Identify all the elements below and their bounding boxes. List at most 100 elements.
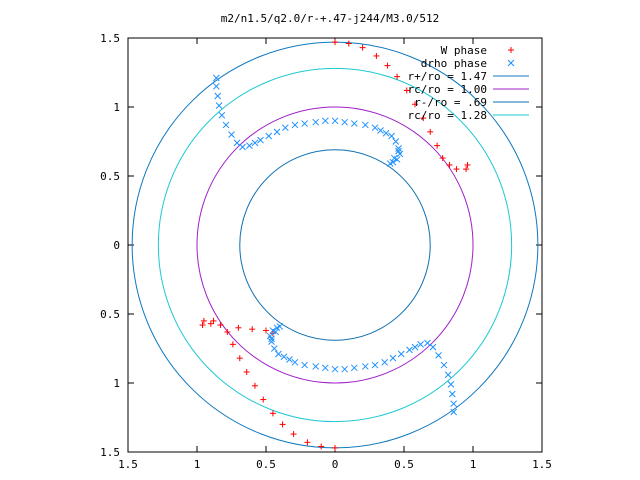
drho-phase-point bbox=[218, 111, 226, 119]
w-phase-point bbox=[235, 324, 242, 331]
w-phase-point bbox=[446, 161, 453, 168]
drho-phase-point bbox=[381, 358, 389, 366]
x-tick-label: 0.5 bbox=[256, 458, 276, 471]
x-tick-label: 1 bbox=[470, 458, 477, 471]
drho-phase-point bbox=[257, 136, 264, 144]
drho-phase-point bbox=[411, 343, 419, 351]
drho-phase-point bbox=[350, 364, 358, 372]
w-phase-point bbox=[359, 44, 366, 51]
drho-phase-point bbox=[350, 120, 358, 127]
drho-phase-point bbox=[270, 345, 278, 352]
drho-phase-point bbox=[435, 352, 442, 359]
drho-phase-point bbox=[251, 139, 259, 147]
drho-phase-point bbox=[371, 361, 379, 369]
drho-phase-point bbox=[341, 365, 349, 373]
circle-r-ro-69 bbox=[239, 149, 431, 341]
drho-phase-point bbox=[444, 371, 452, 379]
y-tick-label: 0.5 bbox=[100, 170, 120, 183]
drho-phase-point bbox=[281, 124, 289, 132]
w-phase-point bbox=[304, 439, 311, 446]
legend-label: drho phase bbox=[421, 57, 487, 70]
w-phase-point bbox=[249, 326, 256, 333]
drho-phase-point bbox=[239, 143, 246, 151]
w-phase-point bbox=[427, 128, 434, 135]
drho-phase-point bbox=[331, 117, 339, 125]
drho-phase-point bbox=[417, 341, 424, 348]
drho-phase-point bbox=[280, 353, 288, 361]
w-phase-point bbox=[236, 355, 243, 362]
drho-phase-point bbox=[450, 400, 458, 408]
drho-phase-point bbox=[272, 328, 280, 336]
legend-label: rc/ro = 1.28 bbox=[408, 109, 487, 122]
drho-phase-point bbox=[233, 139, 241, 147]
x-tick-label: 1.5 bbox=[118, 458, 138, 471]
legend-label: rc/ro = 1.00 bbox=[408, 83, 487, 96]
w-phase-point bbox=[453, 166, 460, 173]
w-phase-point bbox=[263, 327, 269, 334]
w-phase-point bbox=[463, 166, 470, 173]
drho-phase-point bbox=[291, 358, 299, 366]
drho-phase-point bbox=[301, 361, 308, 369]
drho-phase-point bbox=[392, 138, 400, 145]
x-tick-label: 0.5 bbox=[394, 458, 414, 471]
w-phase-point bbox=[210, 317, 217, 324]
drho-phase-point bbox=[273, 128, 281, 136]
y-tick-label: 1.5 bbox=[100, 32, 120, 45]
circle-rc-ro-1-28 bbox=[157, 67, 513, 423]
w-phase-point bbox=[260, 396, 267, 403]
drho-phase-point bbox=[448, 390, 456, 398]
w-phase-point bbox=[332, 444, 338, 451]
drho-phase-point bbox=[362, 121, 369, 129]
drho-phase-point bbox=[291, 121, 299, 129]
x-tick-label: 1 bbox=[194, 458, 201, 471]
circle-rc-ro-1-00 bbox=[196, 106, 474, 384]
y-tick-label: 0 bbox=[113, 239, 120, 252]
drho-phase-point bbox=[450, 408, 458, 416]
w-phase-point bbox=[345, 40, 352, 47]
drho-phase-point bbox=[331, 365, 339, 373]
drho-phase-point bbox=[390, 154, 398, 162]
chart-title: m2/n1.5/q2.0/r-+.47-j244/M3.0/512 bbox=[221, 12, 440, 25]
drho-phase-point bbox=[406, 346, 413, 354]
legend-label: r-/ro = .69 bbox=[414, 96, 487, 109]
drho-phase-point bbox=[341, 118, 349, 126]
drho-phase-point bbox=[265, 132, 273, 140]
drho-phase-point bbox=[212, 74, 220, 82]
w-phase-point bbox=[434, 142, 441, 149]
drho-phase-point bbox=[321, 364, 329, 372]
w-phase-point bbox=[290, 431, 297, 438]
drho-phase-point bbox=[215, 102, 223, 109]
drho-phase-point bbox=[424, 339, 431, 347]
w-phase-point bbox=[269, 410, 276, 417]
drho-phase-point bbox=[395, 147, 402, 155]
x-tick-label: 0 bbox=[332, 458, 339, 471]
w-phase-point bbox=[200, 317, 207, 324]
y-tick-label: 1 bbox=[113, 377, 120, 390]
y-tick-label: 0.5 bbox=[100, 308, 120, 321]
w-phase-point bbox=[394, 73, 401, 80]
w-phase-point bbox=[279, 421, 286, 428]
w-phase-point bbox=[332, 39, 338, 46]
w-phase-point bbox=[439, 155, 446, 162]
y-tick-label: 1.5 bbox=[100, 446, 120, 459]
drho-phase-point bbox=[312, 363, 320, 370]
drho-phase-point bbox=[386, 160, 394, 167]
w-phase-point bbox=[243, 368, 250, 375]
drho-phase-point bbox=[214, 92, 222, 100]
legend-marker bbox=[507, 59, 515, 67]
drho-phase-point bbox=[312, 118, 320, 126]
w-phase-point bbox=[420, 115, 427, 122]
drho-phase-point bbox=[371, 124, 379, 132]
w-phase-point bbox=[384, 62, 391, 69]
w-phase-point bbox=[373, 52, 380, 59]
drho-phase-point bbox=[395, 145, 402, 152]
drho-phase-point bbox=[228, 131, 235, 138]
drho-phase-point bbox=[301, 120, 308, 127]
drho-phase-point bbox=[440, 361, 448, 369]
w-phase-point bbox=[229, 341, 236, 348]
drho-phase-point bbox=[321, 117, 329, 125]
w-phase-point bbox=[251, 382, 258, 389]
drho-phase-point bbox=[388, 132, 395, 140]
